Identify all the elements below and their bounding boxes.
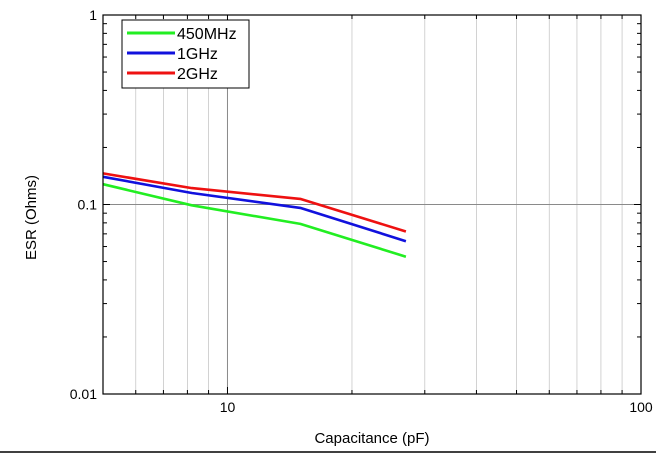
series-line-0: [102, 182, 407, 258]
y-axis-label: ESR (Ohms): [23, 175, 40, 260]
x-tick-label: 10: [220, 399, 236, 415]
axis-ticks: [102, 14, 642, 395]
series-line-2: [102, 172, 407, 233]
x-tick-label: 100: [629, 399, 653, 415]
series-layer: [102, 172, 407, 258]
series-line-1: [102, 175, 407, 243]
legend: 450MHz 1GHz 2GHz: [121, 19, 250, 89]
y-tick-label: 0.1: [78, 197, 98, 213]
tick-labels: 10 100 0.01 0.1 1: [70, 7, 653, 415]
y-tick-label: 1: [89, 7, 97, 23]
legend-label-0: 450MHz: [177, 26, 237, 43]
legend-label-2: 2GHz: [177, 66, 218, 83]
legend-label-1: 1GHz: [177, 46, 218, 63]
x-axis-label: Capacitance (pF): [314, 430, 429, 447]
y-tick-label: 0.01: [70, 386, 97, 402]
